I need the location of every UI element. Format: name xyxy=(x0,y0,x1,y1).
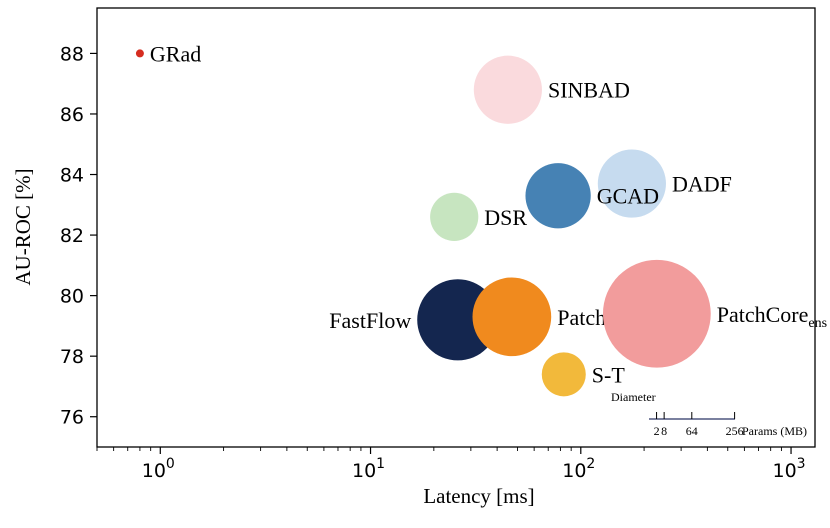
size-legend-tick-label: 64 xyxy=(686,424,698,438)
x-axis-label: Latency [ms] xyxy=(423,484,534,508)
point-grad xyxy=(135,49,144,58)
y-tick-label: 80 xyxy=(60,286,84,308)
size-legend-unit: Params (MB) xyxy=(742,424,807,438)
y-tick-label: 86 xyxy=(60,104,84,126)
size-legend-tick-label: 256 xyxy=(726,424,744,438)
x-tick-label: 102 xyxy=(562,456,595,482)
size-legend-tick-label: 2 xyxy=(654,424,660,438)
y-tick-label: 88 xyxy=(60,43,84,65)
x-tick-base: 10 xyxy=(142,460,166,482)
x-tick-exponent: 1 xyxy=(376,456,385,472)
plot-frame xyxy=(96,7,816,448)
y-axis-label: AU-ROC [%] xyxy=(11,168,35,285)
size-legend-tick-label: 8 xyxy=(661,424,667,438)
y-tick-label: 78 xyxy=(60,346,84,368)
x-tick-base: 10 xyxy=(772,460,796,482)
point-label: SINBAD xyxy=(548,78,630,103)
x-tick-label: 101 xyxy=(352,456,385,482)
point-label-subscript: ens xyxy=(808,316,827,331)
size-legend-title: Diameter xyxy=(611,390,656,404)
point-patchcore-ens xyxy=(602,259,711,368)
point-s-t xyxy=(541,352,586,397)
x-tick-label: 100 xyxy=(142,456,175,482)
point-label: PatchCoreens xyxy=(717,302,827,331)
point-label: DSR xyxy=(484,205,527,230)
point-label: GCAD xyxy=(597,184,659,209)
point-label: DADF xyxy=(672,172,732,197)
x-tick-base: 10 xyxy=(562,460,586,482)
y-axis: 76 78 80 82 84 86 88 xyxy=(60,43,97,429)
x-tick-exponent: 0 xyxy=(166,456,175,472)
point-sinbad xyxy=(473,55,542,124)
x-axis: 100 101 102 103 xyxy=(96,447,806,482)
point-label: S-T xyxy=(592,362,626,387)
y-tick-label: 82 xyxy=(60,225,84,247)
point-dadf xyxy=(597,149,666,218)
y-tick-label: 84 xyxy=(60,165,84,187)
point-gcad xyxy=(525,163,591,229)
point-label: GRad xyxy=(150,41,201,66)
y-tick-label: 76 xyxy=(60,407,84,429)
point-patchcore xyxy=(472,277,552,357)
point-label: FastFlow xyxy=(329,308,411,333)
x-tick-exponent: 3 xyxy=(797,456,806,472)
x-tick-label: 103 xyxy=(772,456,805,482)
point-dsr xyxy=(430,192,479,242)
x-tick-base: 10 xyxy=(352,460,376,482)
x-tick-exponent: 2 xyxy=(586,456,595,472)
